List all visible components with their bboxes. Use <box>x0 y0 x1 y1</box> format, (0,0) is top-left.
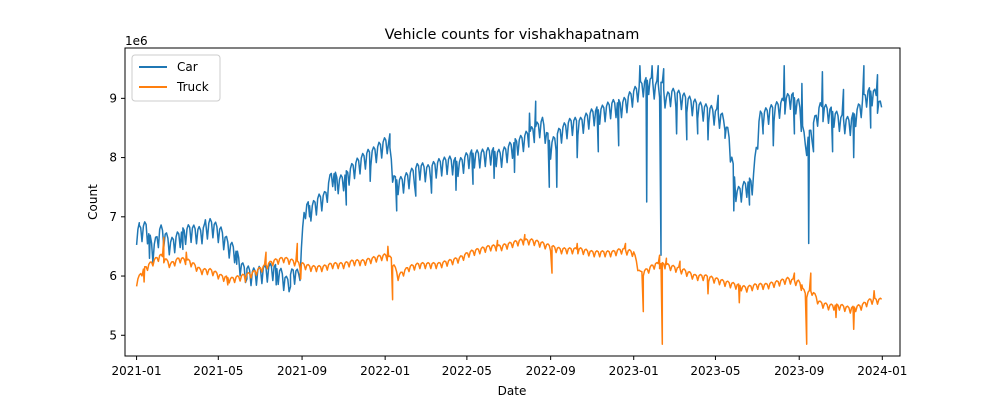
y-axis-ticks: 5 6 7 8 9 <box>109 91 125 342</box>
y-tick-label: 5 <box>109 328 117 342</box>
x-axis-label: Date <box>498 384 527 398</box>
y-tick-label: 6 <box>109 269 117 283</box>
series-line-car <box>135 65 883 293</box>
x-axis-ticks: 2021-01 2021-05 2021-09 2022-01 2022-05 2022-… <box>112 356 907 378</box>
chart-title: Vehicle counts for vishakhapatnam <box>385 27 640 43</box>
series-layer <box>135 65 883 345</box>
plot-area <box>125 48 900 356</box>
y-multiplier-label: 1e6 <box>125 34 148 48</box>
x-tick-label: 2022-09 <box>526 364 576 378</box>
x-tick-label: 2024-01 <box>857 364 907 378</box>
x-tick-label: 2021-05 <box>193 364 243 378</box>
legend-label-car: Car <box>177 60 198 74</box>
x-tick-label: 2021-09 <box>277 364 327 378</box>
plot-frame <box>124 47 901 357</box>
legend-label-truck: Truck <box>176 80 209 94</box>
y-axis-label: Count <box>86 184 100 220</box>
x-tick-label: 2023-09 <box>774 364 824 378</box>
y-tick-label: 8 <box>109 151 117 165</box>
y-tick-label: 7 <box>109 210 117 224</box>
y-tick-label: 9 <box>109 91 117 105</box>
x-tick-label: 2022-05 <box>442 364 492 378</box>
legend-box <box>131 54 221 102</box>
x-tick-label: 2022-01 <box>360 364 410 378</box>
series-line-truck <box>135 233 883 345</box>
x-tick-label: 2023-01 <box>609 364 659 378</box>
x-tick-label: 2023-05 <box>690 364 740 378</box>
legend: Car Truck <box>131 54 221 102</box>
x-tick-label: 2021-01 <box>112 364 162 378</box>
